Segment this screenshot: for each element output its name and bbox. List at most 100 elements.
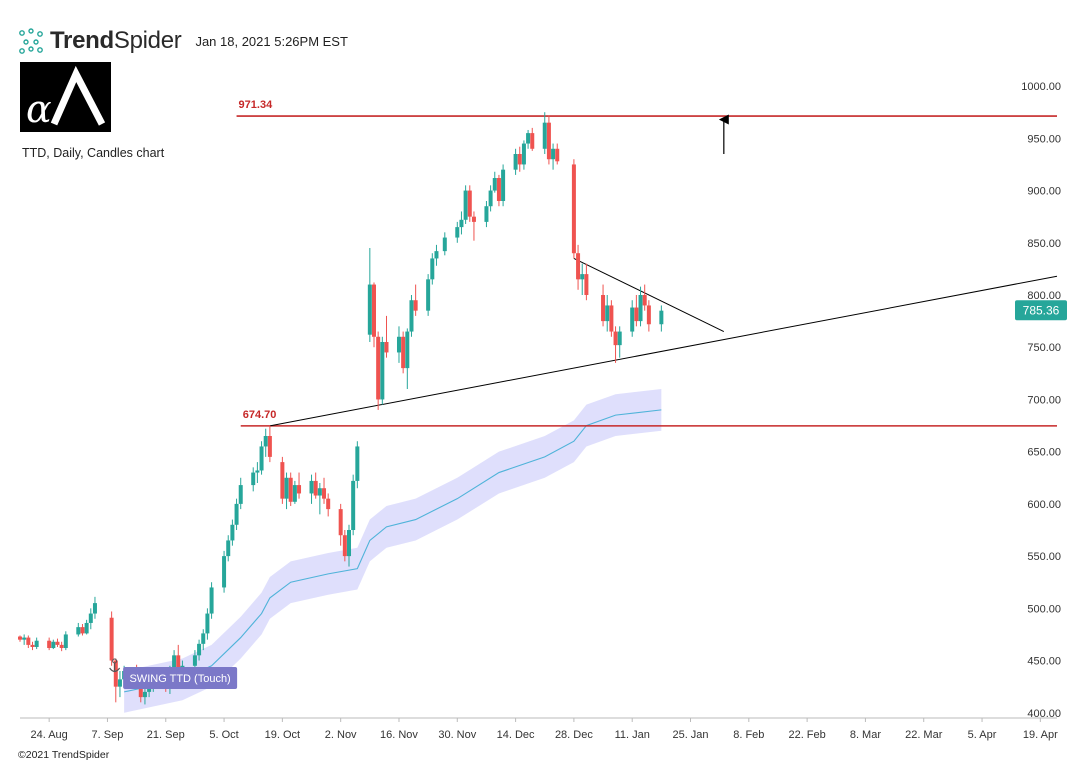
candle-body	[297, 485, 302, 494]
brand-name-bold: Trend	[50, 27, 114, 54]
candle-body	[284, 477, 289, 499]
candle-body	[263, 436, 268, 447]
brand-name-regular: Spider	[113, 27, 182, 54]
candle-body	[501, 169, 506, 201]
volatility-band	[124, 389, 662, 713]
candle	[338, 503, 343, 546]
level-label: 971.34	[239, 99, 274, 111]
candle	[659, 305, 664, 332]
candle-body	[630, 307, 635, 332]
candle-body	[347, 530, 352, 557]
x-tick-label: 11. Jan	[615, 729, 650, 741]
alpha-logo-icon: α	[26, 65, 106, 131]
candle	[617, 326, 622, 358]
trendline-support[interactable]	[269, 275, 1058, 427]
candle-body	[467, 190, 472, 217]
candle-body	[405, 331, 410, 369]
candle-body	[292, 485, 297, 502]
candle	[297, 472, 302, 499]
candle-body	[51, 641, 56, 649]
x-tick-label: 14. Dec	[497, 729, 535, 741]
candle-body	[142, 691, 147, 698]
trendspider-logo-icon	[19, 28, 43, 54]
x-tick-label: 2. Nov	[325, 729, 357, 741]
candle	[630, 300, 635, 337]
candle-body	[313, 480, 318, 496]
candle-body	[530, 133, 535, 149]
alert-badge-label: SWING TTD (Touch)	[129, 673, 230, 685]
candle	[442, 232, 447, 256]
level-label: 674.70	[243, 409, 277, 421]
candle-body	[355, 446, 360, 481]
candle	[405, 328, 410, 389]
candle-body	[542, 122, 547, 149]
candle-body	[434, 251, 439, 259]
horizontal-levels[interactable]: 971.34 674.70	[236, 99, 1057, 427]
candle	[342, 530, 347, 562]
candle	[484, 201, 489, 228]
moving-average	[124, 409, 662, 693]
band-area	[124, 389, 662, 713]
candle	[63, 631, 68, 651]
candle	[426, 274, 431, 316]
candle	[322, 477, 327, 504]
candle-body	[55, 641, 60, 645]
ma-line	[124, 409, 662, 693]
candle	[605, 295, 610, 332]
candle	[471, 211, 476, 241]
candle	[317, 483, 322, 515]
candle	[326, 493, 331, 517]
candle	[413, 284, 418, 316]
candle	[238, 477, 243, 510]
candle-body	[371, 284, 376, 337]
candle	[51, 639, 56, 650]
candle-body	[117, 679, 122, 687]
candle-body	[326, 498, 331, 510]
axes: 1000.00 950.00 900.00 850.00 800.00 750.00 700…	[20, 81, 1061, 741]
candle	[613, 326, 618, 363]
y-tick-label: 800.00	[1027, 290, 1061, 302]
candle-body	[517, 154, 522, 165]
candle	[230, 519, 235, 546]
candle-body	[205, 613, 210, 634]
candle	[542, 112, 547, 154]
x-tick-label: 24. Aug	[30, 729, 67, 741]
candle-body	[609, 305, 614, 332]
candle	[580, 263, 585, 295]
candle-body	[584, 274, 589, 295]
trendlines[interactable]	[269, 257, 1058, 427]
candle-body	[34, 640, 39, 647]
candle-body	[492, 178, 497, 191]
candle-body	[659, 310, 664, 325]
y-tick-label: 1000.00	[1021, 81, 1061, 93]
candle-body	[488, 190, 493, 207]
candle	[517, 146, 522, 172]
candle-body	[192, 655, 197, 666]
candle-body	[513, 154, 518, 170]
candle-body	[526, 133, 531, 144]
svg-text:α: α	[26, 87, 52, 131]
candle	[92, 596, 97, 619]
candle-body	[84, 622, 89, 634]
candle	[18, 635, 22, 642]
trendline-resistance[interactable]	[573, 257, 725, 333]
candle-body	[484, 206, 489, 222]
candle-body	[396, 336, 401, 353]
candle	[638, 286, 643, 327]
candle-body	[267, 436, 272, 457]
x-tick-label: 25. Jan	[672, 729, 708, 741]
candle-body	[642, 295, 647, 306]
candle	[463, 185, 468, 224]
candle	[280, 456, 285, 504]
candle	[109, 611, 114, 666]
candle-body	[426, 279, 431, 311]
candle	[380, 336, 385, 405]
candle-body	[30, 644, 35, 647]
candle-body	[88, 613, 93, 623]
candle-body	[546, 122, 551, 160]
candle	[47, 637, 52, 651]
candle-body	[280, 462, 285, 499]
x-tick-label: 22. Feb	[788, 729, 825, 741]
candle	[292, 480, 297, 504]
